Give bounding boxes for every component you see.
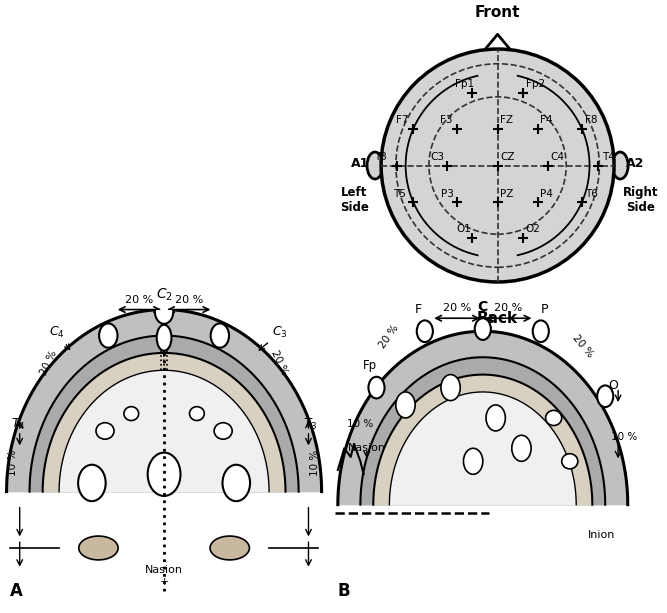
Text: 20 %: 20 % bbox=[175, 295, 203, 305]
Circle shape bbox=[533, 321, 549, 342]
Text: C3: C3 bbox=[430, 152, 444, 162]
Text: A2: A2 bbox=[626, 156, 644, 170]
Text: 20 %: 20 % bbox=[39, 349, 59, 376]
Text: T5: T5 bbox=[394, 189, 406, 199]
Text: F4: F4 bbox=[540, 115, 553, 125]
Text: Right
Side: Right Side bbox=[623, 186, 659, 214]
Circle shape bbox=[223, 465, 250, 501]
Text: 20 %: 20 % bbox=[125, 295, 153, 305]
Circle shape bbox=[78, 465, 105, 501]
Ellipse shape bbox=[124, 406, 139, 421]
Ellipse shape bbox=[612, 152, 628, 179]
Text: F7: F7 bbox=[396, 115, 408, 125]
Text: 20 %: 20 % bbox=[570, 333, 595, 359]
Ellipse shape bbox=[210, 536, 249, 560]
Text: 10 %: 10 % bbox=[8, 450, 18, 476]
Ellipse shape bbox=[367, 152, 383, 179]
Text: T6: T6 bbox=[585, 189, 598, 199]
Circle shape bbox=[381, 49, 614, 282]
Text: F3: F3 bbox=[440, 115, 452, 125]
Text: A1: A1 bbox=[351, 156, 370, 170]
Polygon shape bbox=[360, 357, 605, 504]
Circle shape bbox=[99, 324, 117, 348]
Ellipse shape bbox=[157, 325, 171, 351]
Text: CZ: CZ bbox=[500, 152, 514, 162]
Text: T4: T4 bbox=[602, 152, 615, 162]
Circle shape bbox=[155, 300, 173, 324]
Text: Inion: Inion bbox=[588, 530, 616, 540]
Text: Front: Front bbox=[475, 5, 520, 20]
Text: Nasion
+: Nasion + bbox=[145, 565, 183, 587]
Text: C4: C4 bbox=[550, 152, 564, 162]
Polygon shape bbox=[7, 310, 321, 492]
Text: F: F bbox=[415, 303, 422, 316]
Circle shape bbox=[597, 386, 613, 407]
Circle shape bbox=[441, 375, 460, 401]
Circle shape bbox=[475, 318, 491, 340]
Text: A: A bbox=[10, 582, 23, 600]
Text: P4: P4 bbox=[540, 189, 554, 199]
Text: Fp2: Fp2 bbox=[526, 80, 545, 89]
Text: O1: O1 bbox=[456, 224, 471, 234]
Text: O: O bbox=[608, 379, 618, 392]
Text: $T_3$: $T_3$ bbox=[303, 417, 317, 432]
Polygon shape bbox=[43, 353, 285, 492]
Text: $C_3$: $C_3$ bbox=[259, 324, 288, 350]
Text: 20 %: 20 % bbox=[494, 303, 523, 313]
Text: Fp: Fp bbox=[363, 359, 377, 373]
Text: Nasion: Nasion bbox=[348, 443, 386, 453]
Polygon shape bbox=[59, 370, 269, 492]
Circle shape bbox=[211, 324, 229, 348]
Polygon shape bbox=[29, 335, 299, 492]
Text: P3: P3 bbox=[441, 189, 454, 199]
Polygon shape bbox=[338, 331, 628, 504]
Circle shape bbox=[464, 448, 483, 474]
Ellipse shape bbox=[79, 536, 118, 560]
Text: T3: T3 bbox=[374, 152, 387, 162]
Text: 20 %: 20 % bbox=[378, 323, 401, 351]
Text: 10 %: 10 % bbox=[612, 432, 638, 441]
Polygon shape bbox=[374, 375, 592, 504]
Ellipse shape bbox=[546, 410, 562, 425]
Circle shape bbox=[396, 392, 415, 418]
Text: F8: F8 bbox=[585, 115, 597, 125]
Circle shape bbox=[417, 321, 433, 342]
Text: $T_4$: $T_4$ bbox=[11, 417, 25, 432]
Circle shape bbox=[368, 377, 385, 398]
Text: O2: O2 bbox=[526, 224, 541, 234]
Text: B: B bbox=[338, 582, 350, 600]
Text: $C_2$: $C_2$ bbox=[155, 287, 173, 303]
Circle shape bbox=[486, 405, 506, 431]
Polygon shape bbox=[390, 392, 576, 504]
Text: Back: Back bbox=[477, 311, 518, 326]
Text: Fp1: Fp1 bbox=[455, 80, 474, 89]
Circle shape bbox=[147, 452, 181, 496]
Ellipse shape bbox=[562, 454, 578, 469]
Text: C: C bbox=[478, 300, 488, 314]
Text: $C_4$: $C_4$ bbox=[49, 324, 69, 349]
Text: 10 %: 10 % bbox=[310, 450, 320, 476]
Text: 10 %: 10 % bbox=[348, 419, 374, 428]
Text: PZ: PZ bbox=[500, 189, 514, 199]
Circle shape bbox=[512, 435, 531, 461]
Ellipse shape bbox=[96, 423, 114, 439]
Ellipse shape bbox=[214, 423, 232, 439]
Text: Left
Side: Left Side bbox=[340, 186, 369, 214]
Text: FZ: FZ bbox=[500, 115, 513, 125]
Text: 20 %: 20 % bbox=[443, 303, 471, 313]
Text: P: P bbox=[540, 303, 548, 316]
Text: 20 %: 20 % bbox=[269, 349, 289, 376]
Ellipse shape bbox=[189, 406, 204, 421]
